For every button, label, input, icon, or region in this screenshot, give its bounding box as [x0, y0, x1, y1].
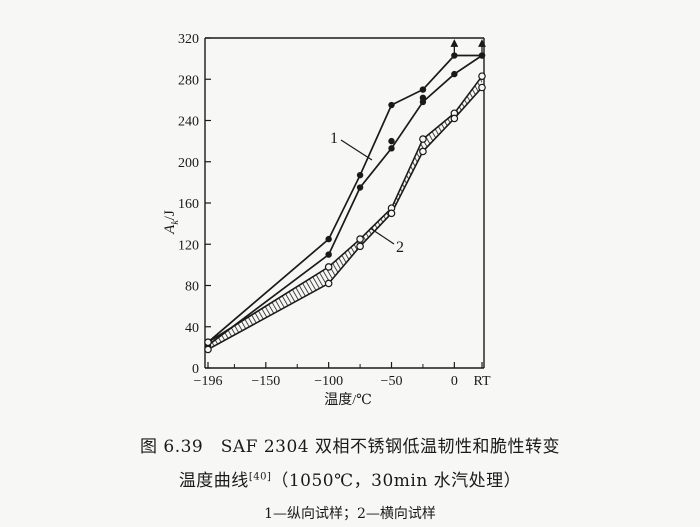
data-markers — [204, 52, 486, 354]
series-1-point — [451, 70, 458, 78]
series-2-leader — [369, 227, 395, 245]
series-2-band — [208, 76, 482, 350]
series-2-label: 2 — [396, 239, 404, 256]
y-tick-label: 40 — [185, 321, 199, 336]
figure-caption-line2: 温度曲线[40]（1050℃，30min 水汽处理） — [0, 466, 700, 491]
y-axis-label: Ak/J — [162, 210, 181, 235]
x-axis-label: 温度/℃ — [324, 392, 372, 408]
series-2-point — [204, 345, 212, 354]
series-1-point — [356, 184, 364, 191]
series-1-point — [388, 145, 395, 152]
series-2-hatch — [208, 76, 482, 350]
figure-caption-line1: 图 6.39 SAF 2304 双相不锈钢低温韧性和脆性转变 — [139, 437, 561, 457]
x-tick-label: 0 — [451, 374, 458, 389]
series-1-point — [478, 52, 486, 59]
y-tick-label: 200 — [178, 156, 199, 171]
y-tick-label: 80 — [185, 280, 199, 295]
series-2-point — [204, 338, 212, 347]
y-axis-label-main: A — [162, 224, 178, 235]
series-1-point — [419, 86, 427, 93]
series-2-point — [324, 263, 333, 271]
series-1-point — [451, 52, 458, 59]
series-2-upper-line — [207, 75, 483, 343]
series-2-point — [478, 72, 486, 80]
caption-condition: （1050℃，30min 水汽处理） — [271, 471, 522, 491]
series-2-point — [450, 114, 459, 123]
series-lines — [207, 39, 486, 351]
series-1-upper-line — [207, 54, 482, 343]
series-1-point — [356, 171, 364, 179]
series-2-point — [356, 242, 364, 251]
series-1-point — [388, 101, 395, 109]
series-1-lower-line — [207, 54, 483, 346]
y-tick-label: 0 — [192, 362, 199, 377]
x-tick-label: −150 — [251, 374, 280, 389]
y-axis-label-sub: k — [170, 220, 181, 225]
series-2-point — [478, 83, 486, 92]
series-1-point — [325, 251, 332, 258]
series-2-point — [356, 235, 364, 243]
x-tick-label: RT — [473, 374, 490, 389]
y-tick-label: 240 — [178, 115, 199, 130]
series-2-point — [324, 279, 333, 288]
series-1-point — [388, 137, 395, 145]
x-tick-label: −100 — [314, 374, 343, 389]
caption-title-cont: 温度曲线 — [178, 471, 249, 491]
y-tick-label: 160 — [178, 197, 199, 212]
y-tick-label: 120 — [178, 238, 199, 253]
caption-reference: [40] — [248, 471, 272, 483]
x-tick-label: −50 — [381, 374, 403, 389]
series-1-leader — [340, 139, 373, 161]
series-1-point — [419, 94, 427, 102]
series-2-point — [419, 147, 427, 156]
x-tick-label: −196 — [194, 374, 223, 389]
y-tick-label: 280 — [178, 73, 199, 88]
series-2-point — [387, 209, 396, 218]
y-tick-label: 320 — [178, 32, 199, 47]
series-1-point — [325, 235, 332, 243]
series-2-point — [419, 135, 427, 143]
series-1-label: 1 — [330, 130, 338, 147]
figure-legend-note: 1—纵向试样；2—横向试样 — [264, 506, 436, 522]
y-axis-label-unit: /J — [162, 210, 178, 220]
